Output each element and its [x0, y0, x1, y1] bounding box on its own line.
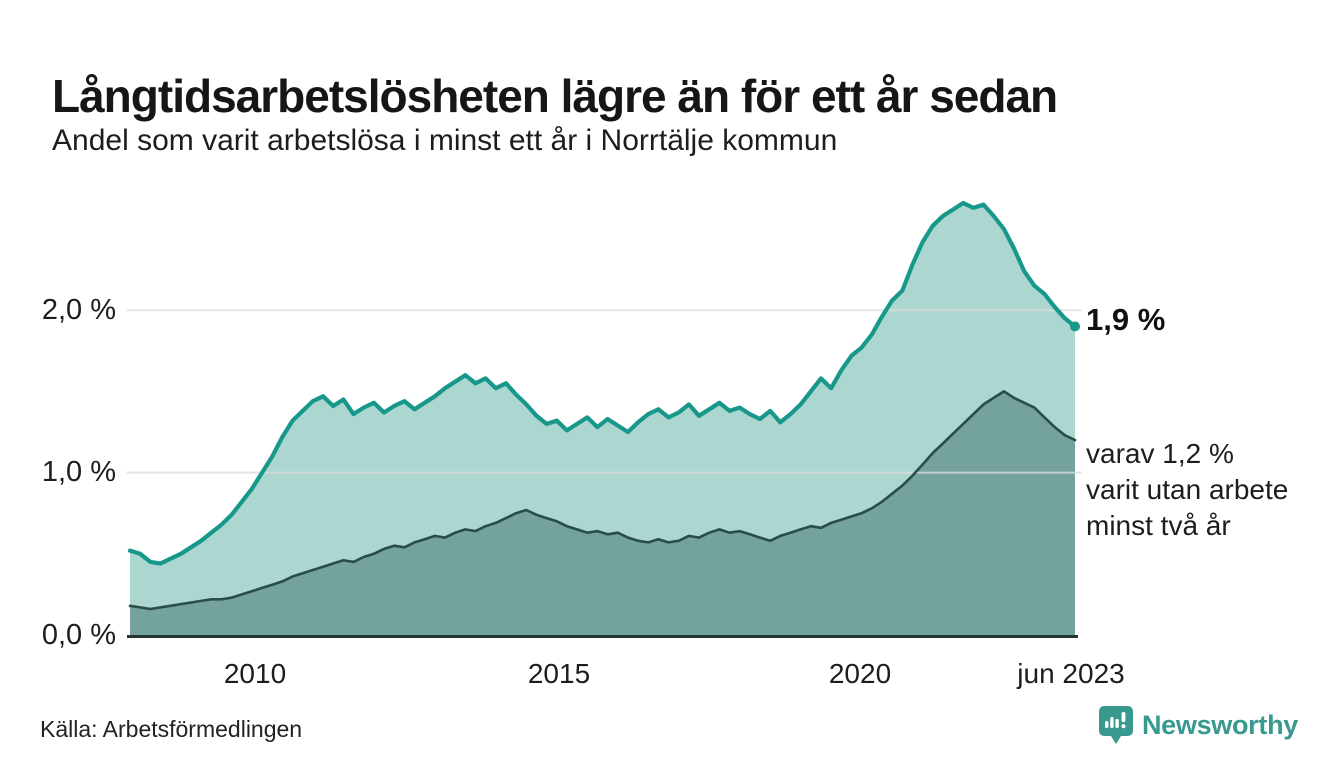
y-tick-label-2: 2,0 %: [41, 294, 116, 326]
annotation-line-3: minst två år: [1086, 509, 1231, 541]
line-one-year: [127, 200, 1078, 566]
series-annotation: varav 1,2 % varit utan arbete minst två …: [1086, 436, 1288, 543]
x-tick-label-2015: 2015: [527, 658, 591, 689]
latest-point-marker: [1070, 321, 1080, 332]
y-tick-label-1: 1,0 %: [41, 456, 116, 488]
newsworthy-bar-chart-icon: [1098, 706, 1133, 744]
latest-value-label: 1,9 %: [1086, 302, 1166, 337]
newsworthy-logo: Newsworthy: [1098, 706, 1298, 744]
newsworthy-wordmark: Newsworthy: [1141, 709, 1298, 740]
source-credit: Källa: Arbetsförmedlingen: [40, 716, 303, 742]
chart-subtitle: Andel som varit arbetslösa i minst ett å…: [52, 124, 838, 157]
x-tick-label-2010: 2010: [223, 658, 287, 689]
y-tick-label-0: 0,0 %: [41, 619, 116, 651]
area-fill-two-years: [130, 391, 1075, 635]
page-title: Långtidsarbetslösheten lägre än för ett …: [52, 69, 1058, 122]
line-two-years: [128, 390, 1077, 611]
annotation-line-1: varav 1,2 %: [1086, 438, 1234, 469]
annotation-line-2: varit utan arbete: [1086, 473, 1289, 505]
x-tick-label-2020: 2020: [828, 658, 892, 689]
x-tick-label-jun-2023: jun 2023: [1017, 658, 1125, 689]
